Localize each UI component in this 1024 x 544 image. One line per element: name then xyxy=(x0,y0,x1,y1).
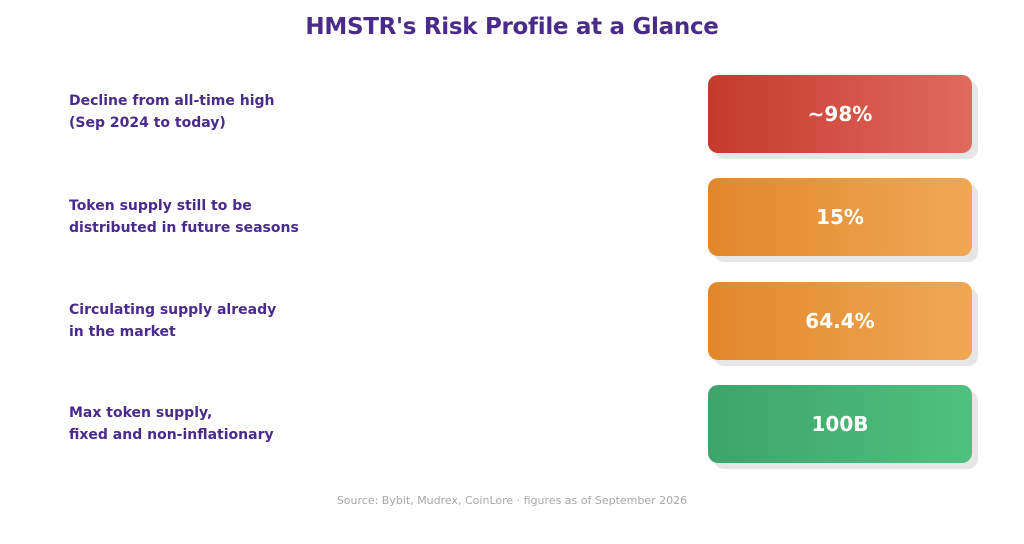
risk-label: Circulating supply already in the market xyxy=(69,302,277,340)
risk-label: Token supply still to be distributed in … xyxy=(69,198,299,236)
risk-row-ath-decline: Decline from all-time high (Sep 2024 to … xyxy=(0,74,1024,154)
risk-row-future-supply: Token supply still to be distributed in … xyxy=(0,178,1024,258)
risk-value-badge: 15% xyxy=(708,178,972,256)
risk-value-badge: 64.4% xyxy=(708,282,972,360)
risk-label: Max token supply, fixed and non-inflatio… xyxy=(69,405,274,443)
risk-row-max-supply: Max token supply, fixed and non-inflatio… xyxy=(0,385,1024,465)
page-title: HMSTR's Risk Profile at a Glance xyxy=(305,14,719,40)
risk-value-badge: ~98% xyxy=(708,75,972,153)
risk-label: Decline from all-time high (Sep 2024 to … xyxy=(69,93,275,131)
risk-value-badge: 100B xyxy=(708,385,972,463)
risk-row-circulating-supply: Circulating supply already in the market… xyxy=(0,282,1024,362)
source-note: Source: Bybit, Mudrex, CoinLore · figure… xyxy=(336,494,688,507)
